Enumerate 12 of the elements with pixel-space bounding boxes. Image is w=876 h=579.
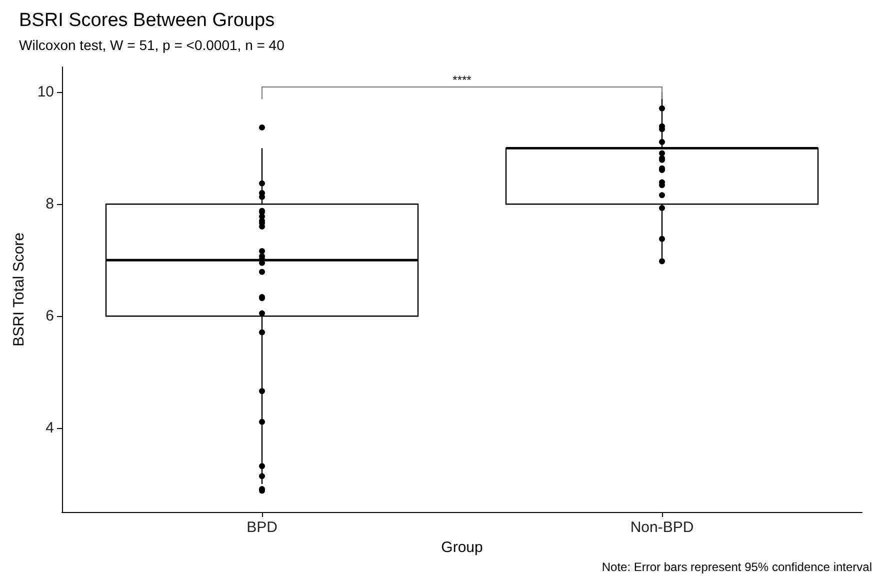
y-tick-label: 10 <box>37 84 54 101</box>
chart-title: BSRI Scores Between Groups <box>19 10 275 31</box>
chart-subtitle: Wilcoxon test, W = 51, p = <0.0001, n = 40 <box>19 37 285 53</box>
annotation: **** <box>452 73 472 87</box>
x-tick-label: BPD <box>246 519 278 536</box>
y-axis-title: BSRI Total Score <box>10 232 28 346</box>
x-tick-label: Non-BPD <box>630 519 694 536</box>
y-tick-label: 4 <box>46 420 54 437</box>
y-tick-label: 8 <box>46 196 54 213</box>
y-tick-label: 6 <box>46 308 54 325</box>
x-axis-title: Group <box>441 539 483 556</box>
text: Note: Error bars represent 95% confidence interval <box>602 560 872 574</box>
